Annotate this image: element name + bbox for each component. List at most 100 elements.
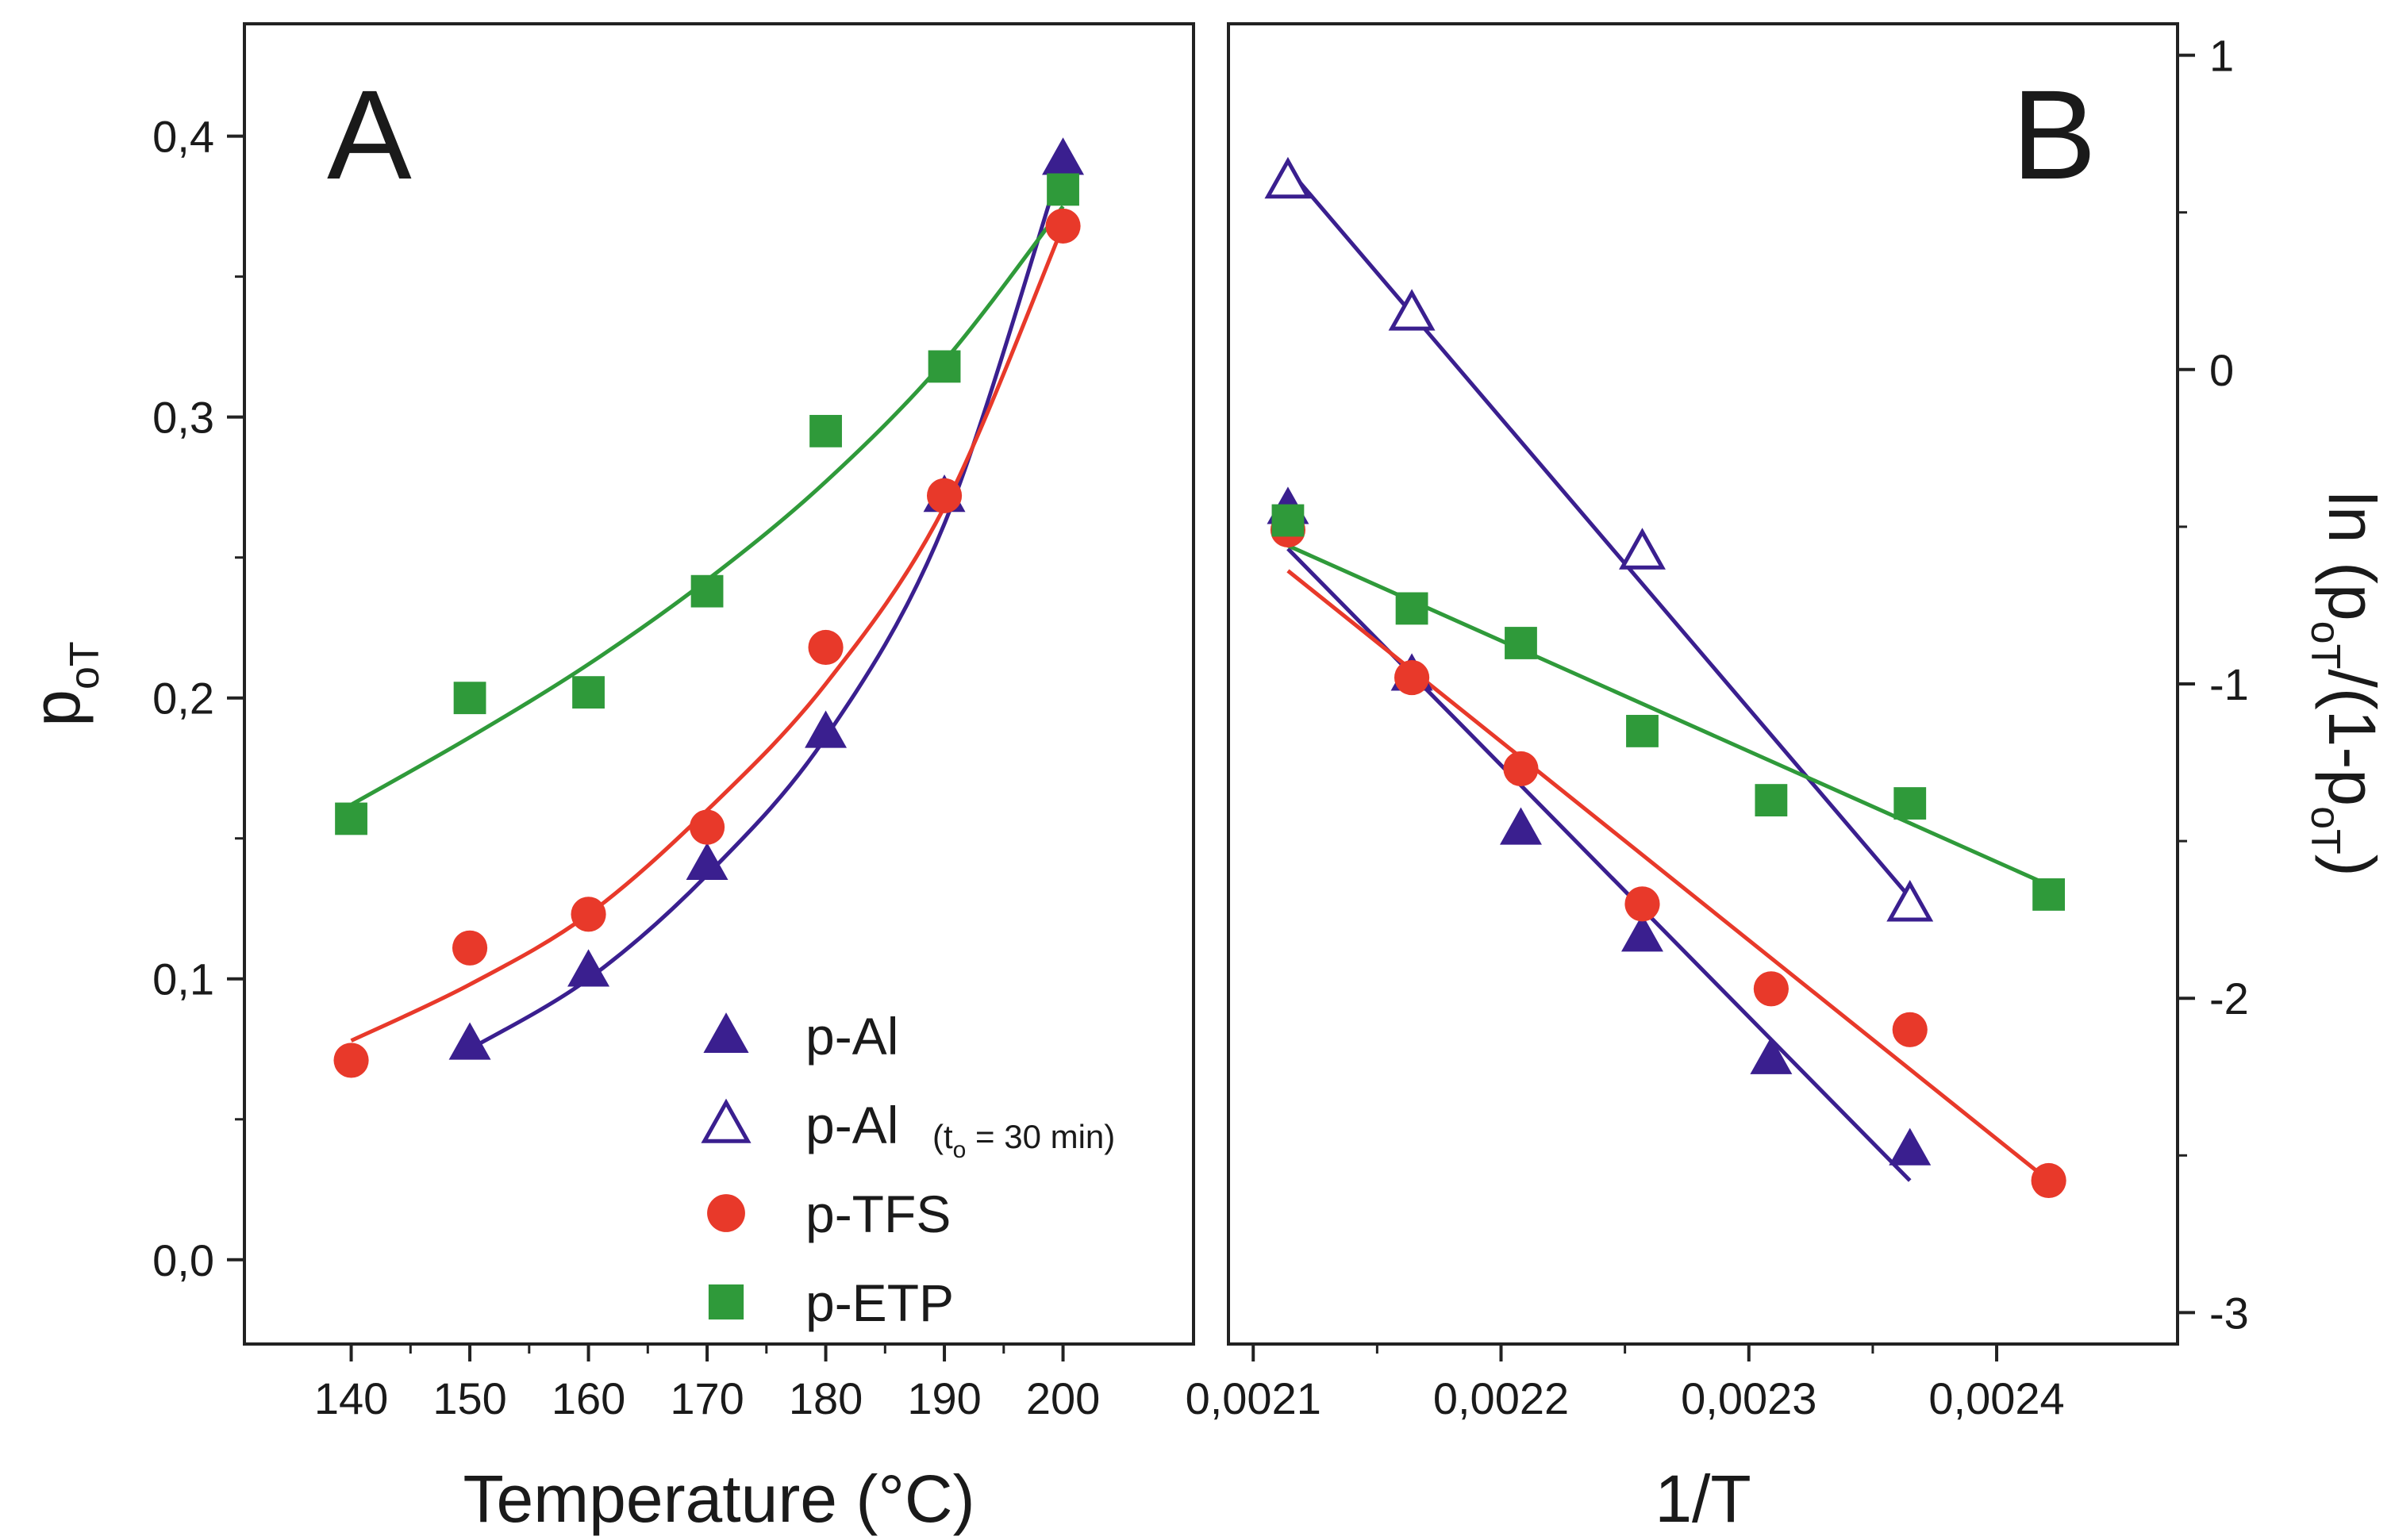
legend-item-p-tfs: p-TFS xyxy=(707,1185,951,1243)
legend-note-open: (t xyxy=(932,1118,953,1155)
panel-a-point-p-etp xyxy=(690,574,724,608)
legend-marker-p-etp xyxy=(708,1284,744,1320)
panel-b-frame xyxy=(1227,22,2179,1346)
panel-b-point-p-al-to-30-min xyxy=(1264,156,1312,199)
legend-marker-p-al xyxy=(703,1012,749,1054)
panel-b-y-tick-label: 0 xyxy=(2209,345,2234,395)
panel-b-y-tick-label: -2 xyxy=(2209,974,2249,1023)
panel-a-x-tick-label: 200 xyxy=(1026,1373,1100,1423)
panel-a-point-p-tfs xyxy=(452,930,488,966)
panel-b-point-p-al-to-30-min xyxy=(1388,289,1436,331)
panel-a: 140 150 160 170 180 190 200 0,0 0,1 0,2 0,3 0,4 A T… xyxy=(19,22,1195,1536)
panel-b-point-p-al-to-30-min xyxy=(1619,528,1666,570)
legend-note-close: = 30 min) xyxy=(966,1118,1115,1155)
panel-a-point-p-al xyxy=(1042,137,1085,175)
panel-b-point-p-tfs xyxy=(1753,971,1789,1007)
panel-a-y-tick-label: 0,3 xyxy=(152,393,214,443)
panel-a-y-axis-title: poT xyxy=(19,641,108,726)
panel-b-point-p-etp xyxy=(1626,715,1659,747)
panel-a-point-p-tfs xyxy=(333,1043,369,1078)
panel-b-x-tick-label: 0,0022 xyxy=(1433,1373,1569,1423)
panel-b-point-p-tfs xyxy=(1892,1012,1928,1047)
legend-label: p-ETP xyxy=(805,1273,954,1332)
panel-b-x-tick-label: 0,0023 xyxy=(1681,1373,1816,1423)
panel-a-x-tick-label: 140 xyxy=(314,1373,388,1423)
legend-note: (to = 30 min) xyxy=(932,1118,1115,1163)
legend-label: p-Al xyxy=(805,1007,898,1066)
panel-a-point-p-etp xyxy=(1047,173,1079,206)
panel-b-point-p-al-to-30-min xyxy=(1886,880,1934,922)
panel-a-point-p-etp xyxy=(572,676,605,709)
panel-a-fit-p-al xyxy=(468,158,1065,1051)
panel-a-x-tick-label: 180 xyxy=(789,1373,863,1423)
panel-b-x-tick-label: 0,0021 xyxy=(1186,1373,1321,1423)
panel-a-y-tick-label: 0,1 xyxy=(152,954,214,1004)
y-title-main: p xyxy=(19,689,94,727)
panel-b-point-p-al xyxy=(1621,914,1663,952)
panel-b-x-axis-title: 1/T xyxy=(1655,1461,1751,1536)
panel-b-point-p-tfs xyxy=(1624,886,1660,922)
panel-a-ticks: 140 150 160 170 180 190 200 0,0 0,1 0,2 0,3 0,4 xyxy=(152,112,1100,1423)
panel-b-point-p-tfs xyxy=(1503,751,1539,787)
panel-b-point-p-tfs xyxy=(1394,659,1430,696)
panel-a-x-tick-label: 190 xyxy=(907,1373,981,1423)
panel-a-x-tick-label: 150 xyxy=(432,1373,506,1423)
legend-item-p-etp: p-ETP xyxy=(708,1273,954,1332)
y-title-sub1: oT xyxy=(2302,621,2348,670)
legend-marker-p-tfs xyxy=(707,1194,745,1232)
panel-b-point-p-etp xyxy=(1505,627,1537,659)
panel-b-point-p-al xyxy=(1750,1036,1793,1074)
legend-label: p-Al xyxy=(805,1096,898,1154)
panel-b-y-tick-label: -3 xyxy=(2209,1288,2249,1338)
panel-b-point-p-al xyxy=(1499,807,1542,845)
panel-a-data-points xyxy=(333,137,1085,1078)
panel-b: 0,0021 0,0022 0,0023 0,0024 1 0 -1 -2 -3 B 1/T l… xyxy=(1186,22,2389,1536)
legend-item-p-al: p-Al xyxy=(703,1007,898,1066)
panel-b-letter: B xyxy=(2012,63,2097,205)
legend: p-Al p-Al (to = 30 min) p-TFS p-ETP xyxy=(701,1007,1115,1332)
panel-a-point-p-tfs xyxy=(571,897,606,932)
y-title-mid: /(1-p xyxy=(2315,669,2389,806)
panel-a-point-p-etp xyxy=(928,350,961,383)
panel-b-point-p-etp xyxy=(1395,592,1428,625)
panel-a-point-p-al xyxy=(686,842,728,880)
y-title-ln: ln (p xyxy=(2315,491,2389,620)
y-title-end: ) xyxy=(2315,854,2389,877)
panel-b-y-axis-title: ln (poT/(1-poT) xyxy=(2302,491,2389,876)
panel-b-data-points xyxy=(1264,156,2066,1199)
legend-label: p-TFS xyxy=(805,1185,951,1243)
panel-b-x-tick-label: 0,0024 xyxy=(1928,1373,2064,1423)
panel-a-x-tick-label: 170 xyxy=(670,1373,744,1423)
panel-a-x-tick-label: 160 xyxy=(552,1373,625,1423)
panel-b-fit-p-tfs xyxy=(1286,569,2051,1182)
panel-a-point-p-al xyxy=(805,710,848,748)
panel-a-fit-p-tfs xyxy=(350,225,1065,1043)
y-title-sub2: oT xyxy=(2302,806,2348,854)
legend-marker-p-al-open xyxy=(701,1098,752,1143)
panel-a-x-axis-title: Temperature (°C) xyxy=(463,1461,975,1536)
panel-b-ticks: 0,0021 0,0022 0,0023 0,0024 1 0 -1 -2 -3 xyxy=(1186,31,2249,1423)
panel-b-point-p-etp xyxy=(1755,784,1788,816)
panel-a-point-p-etp xyxy=(335,802,367,835)
panel-a-letter: A xyxy=(327,63,412,205)
panel-b-fit-p-al-to-30-min xyxy=(1286,167,1912,900)
panel-b-point-p-al xyxy=(1889,1127,1932,1166)
panel-a-point-p-etp xyxy=(809,414,842,447)
panel-b-point-p-etp xyxy=(1271,504,1305,537)
panel-b-point-p-etp xyxy=(1893,787,1927,820)
panel-a-point-p-tfs xyxy=(926,478,963,513)
legend-note-sub: o xyxy=(953,1137,967,1163)
panel-a-point-p-tfs xyxy=(689,809,725,845)
panel-a-frame xyxy=(243,22,1195,1346)
legend-item-p-al-open: p-Al (to = 30 min) xyxy=(701,1096,1115,1163)
panel-a-y-tick-label: 0,0 xyxy=(152,1235,214,1285)
panel-b-point-p-tfs xyxy=(2031,1162,2066,1199)
panel-a-point-p-tfs xyxy=(1045,208,1081,244)
panel-a-point-p-al xyxy=(567,949,610,987)
panel-a-y-tick-label: 0,4 xyxy=(152,112,214,162)
panel-a-point-p-tfs xyxy=(808,629,844,666)
panel-a-y-tick-label: 0,2 xyxy=(152,674,214,724)
panel-b-y-tick-label: 1 xyxy=(2209,31,2234,81)
panel-a-point-p-al xyxy=(448,1022,491,1060)
